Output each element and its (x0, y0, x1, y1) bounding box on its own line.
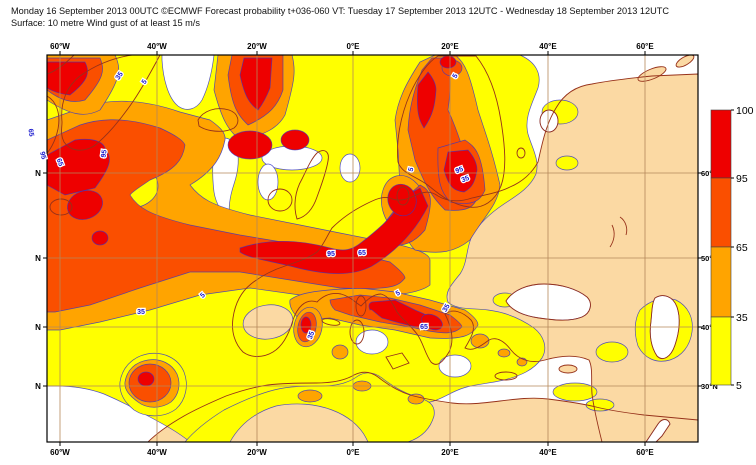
axis-labels: 60°W 60°W 40°W 40°W 20°W 20°W 0°E 0°E 20°E 20°E 40… (35, 42, 718, 457)
colorbar-tick-label: 95 (736, 173, 748, 185)
longitude-label-bottom: 20°E (441, 448, 459, 457)
latitude-label-right: 60° (701, 169, 712, 178)
coastline-layer (47, 55, 698, 442)
latitude-label-left: N (35, 323, 41, 332)
latitude-label-right: 40° (701, 323, 712, 332)
contour-value-label: 35 (307, 331, 316, 341)
title-line-1: Monday 16 September 2013 00UTC ©ECMWF Fo… (11, 6, 669, 16)
contour-value-label: 65 (26, 128, 34, 137)
longitude-label-top: 40°E (539, 42, 557, 51)
contour-value-label: 35 (137, 309, 145, 316)
latitude-label-left: N (35, 382, 41, 391)
contour-value-label: 5 (452, 73, 460, 80)
axis-ticks (43, 51, 702, 446)
latitude-label-left: N (35, 254, 41, 263)
longitude-label-bottom: 0°E (347, 448, 361, 457)
colorbar-segment (710, 246, 732, 318)
latitude-label-left: N (35, 169, 41, 178)
latitude-label-right: 50° (701, 254, 712, 263)
longitude-label-top: 60°W (50, 42, 70, 51)
contour-value-label: 5 (141, 78, 149, 85)
longitude-label-top: 20°W (247, 42, 267, 51)
contour-value-label: 95 (327, 251, 335, 258)
contour-value-label: 65 (358, 250, 366, 257)
chart-titles: Monday 16 September 2013 00UTC ©ECMWF Fo… (11, 5, 669, 29)
title-line-2: Surface: 10 metre Wind gust of at least … (11, 18, 200, 28)
longitude-label-top: 0°E (347, 42, 361, 51)
contour-value-label: 65 (55, 158, 64, 168)
colorbar-tick-label: 35 (736, 312, 748, 324)
contour-value-label: 5 (408, 167, 416, 173)
colorbar-segment (710, 109, 732, 179)
longitude-label-top: 60°E (636, 42, 654, 51)
contour-value-label: 5 (395, 290, 402, 298)
contour-value-label: 5 (199, 292, 207, 300)
longitude-label-bottom: 40°E (539, 448, 557, 457)
colorbar-legend: 100 95 65 35 5 (710, 105, 754, 392)
latitude-label-right: 30°N (701, 382, 718, 391)
contour-value-label: 95 (455, 166, 465, 175)
colorbar-segment (710, 316, 732, 386)
colorbar-tick-label: 100 (736, 105, 754, 117)
longitude-label-bottom: 60°E (636, 448, 654, 457)
colorbar-segment (710, 177, 732, 248)
prob-95-100-layer (47, 55, 478, 387)
longitude-label-top: 40°W (147, 42, 167, 51)
longitude-label-top: 20°E (441, 42, 459, 51)
longitude-label-bottom: 20°W (247, 448, 267, 457)
colorbar-tick-label: 5 (736, 380, 742, 392)
below-5-holes-layer (161, 55, 680, 442)
longitude-label-bottom: 60°W (50, 448, 70, 457)
colorbar-tick-label: 65 (736, 242, 748, 254)
map-border (46, 54, 699, 443)
graticule-layer (47, 55, 698, 442)
contour-value-label: 65 (420, 324, 428, 331)
longitude-label-bottom: 40°W (147, 448, 167, 457)
contour-value-label: 95 (100, 149, 108, 158)
contour-value-label: 95 (38, 151, 47, 160)
contour-value-label: 35 (461, 175, 471, 184)
